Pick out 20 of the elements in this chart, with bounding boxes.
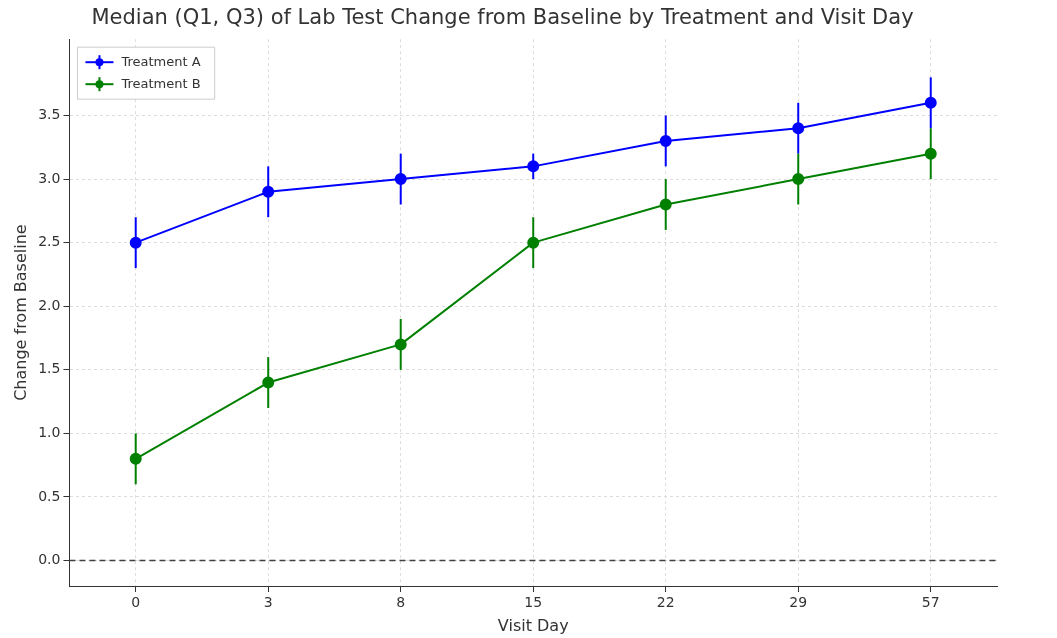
x-tick-label: 29: [789, 594, 808, 611]
y-tick-label: 1.0: [38, 424, 61, 441]
x-tick-label: 57: [921, 594, 940, 611]
x-tick-label: 8: [396, 594, 406, 611]
x-tick-label: 3: [263, 594, 273, 611]
x-axis-title: Visit Day: [497, 615, 569, 635]
y-tick-label: 1.5: [38, 360, 61, 377]
y-axis-title: Change from Baseline: [10, 224, 30, 401]
y-tick-label: 0.5: [38, 487, 61, 504]
y-tick-label: 2.5: [38, 233, 61, 250]
x-tick-label: 15: [524, 594, 543, 611]
y-tick-label: 3.0: [38, 169, 61, 186]
x-tick-label: 0: [131, 594, 141, 611]
y-tick-label: 0.0: [38, 551, 61, 568]
y-tick-label: 2.0: [38, 296, 61, 313]
legend-label: Treatment B: [120, 75, 201, 91]
chart-title: Median (Q1, Q3) of Lab Test Change from Baseline by Treatment and Visit Day: [91, 5, 914, 30]
x-tick-label: 22: [656, 594, 675, 611]
y-tick-label: 3.5: [38, 106, 61, 123]
legend-label: Treatment A: [120, 53, 201, 69]
